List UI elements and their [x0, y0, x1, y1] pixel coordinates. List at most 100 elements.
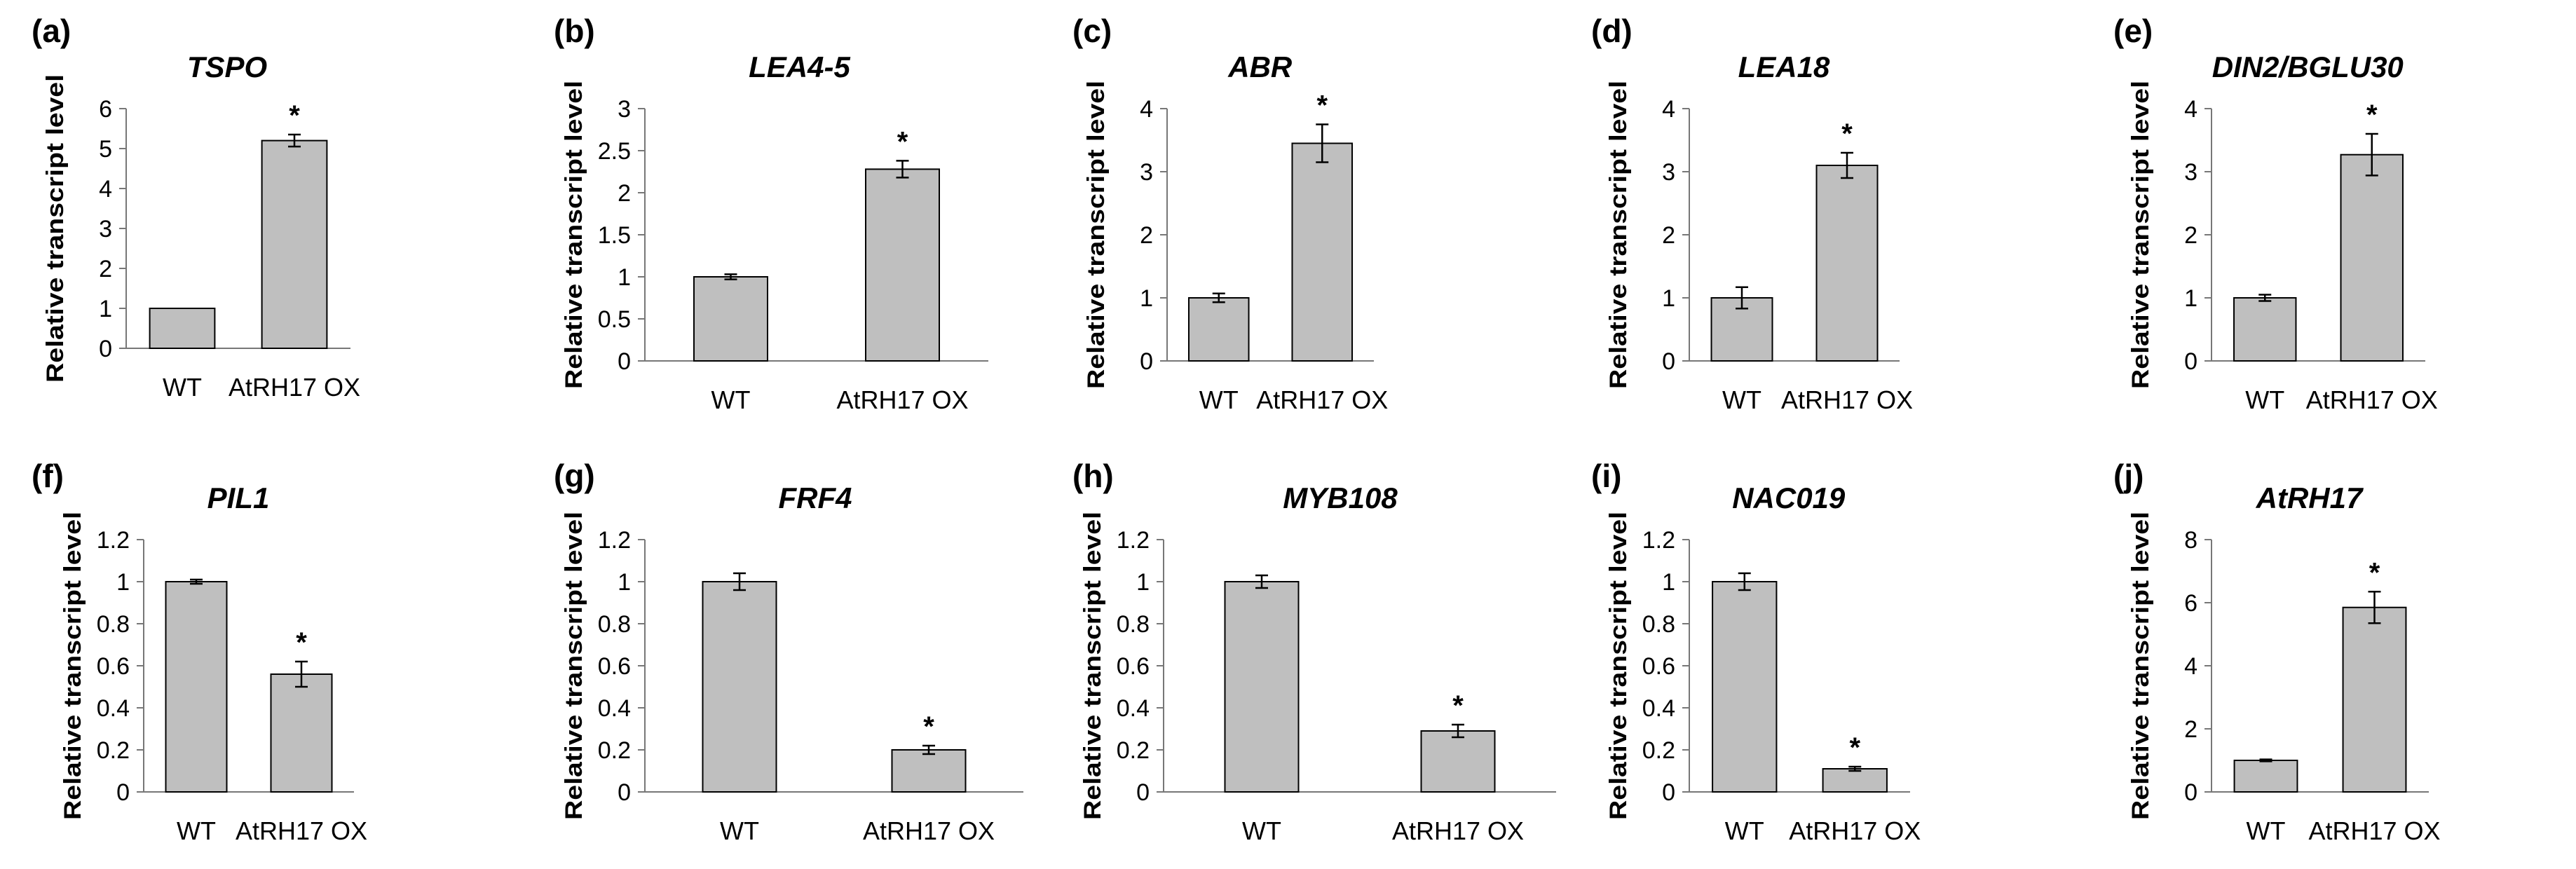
y-tick-label: 1.5: [598, 222, 631, 249]
panel-b: (b) LEA4-5 Relative transcript level 0 0.5 1 1…: [554, 13, 988, 414]
panel-e: (e) DIN2/BGLU30 Relative transcript level 0…: [2113, 13, 2438, 414]
x-tick-label: WT: [1242, 816, 1281, 845]
y-tick-label: 4: [2184, 653, 2197, 680]
y-tick-label: 0.6: [598, 653, 631, 680]
y-tick-label: 8: [2184, 527, 2197, 554]
y-axis-label: Relative transcript level: [60, 512, 86, 820]
y-tick-label: 1.2: [1642, 527, 1675, 554]
x-tick-label: AtRH17 OX: [2306, 385, 2438, 414]
y-tick-label: 0.4: [97, 695, 130, 722]
y-tick-label: 0: [1140, 348, 1153, 375]
y-tick-label: 1: [1662, 285, 1675, 312]
panel-i: (i) NAC019 Relative transcript level 0 0.2 0.…: [1591, 458, 1921, 845]
y-tick-label: 0: [99, 336, 112, 362]
x-tick-label: AtRH17 OX: [1789, 816, 1921, 845]
chart-title: LEA18: [1738, 50, 1830, 83]
y-tick-label: 0.2: [1642, 737, 1675, 764]
bar: [1224, 581, 1300, 793]
y-tick-label: 6: [2184, 590, 2197, 617]
y-tick-label: 4: [1140, 96, 1153, 123]
significance-star: *: [2366, 100, 2378, 130]
chart-title: PIL1: [207, 481, 270, 514]
y-tick-label: 0.8: [97, 611, 130, 638]
x-tick-label: WT: [720, 816, 759, 845]
x-tick-label: WT: [1722, 385, 1761, 414]
y-axis-label: Relative transcript level: [561, 512, 587, 820]
y-tick-label: 3: [2184, 159, 2197, 186]
y-tick-label: 3: [1662, 159, 1675, 186]
bar: [1291, 142, 1354, 362]
panel-label: (f): [32, 458, 64, 494]
significance-star: *: [897, 126, 908, 157]
y-tick-label: 0.5: [598, 306, 631, 333]
y-tick-label: 0.6: [97, 653, 130, 680]
panel-label: (j): [2113, 458, 2144, 494]
bar: [2340, 153, 2404, 362]
chart-title: FRF4: [779, 481, 852, 514]
significance-star: *: [1316, 90, 1328, 121]
y-tick-label: 1: [618, 264, 631, 291]
panel-a: (a) TSPO Relative transcript level 0 1 2 3 4 5 6 W…: [32, 13, 360, 402]
bar: [1822, 768, 1888, 793]
panel-label: (c): [1072, 13, 1112, 49]
panel-label: (h): [1072, 458, 1114, 494]
x-tick-label: AtRH17 OX: [1392, 816, 1524, 845]
y-tick-label: 1: [2184, 285, 2197, 312]
chart-title: ABR: [1227, 50, 1293, 83]
x-tick-label: WT: [1725, 816, 1764, 845]
y-tick-label: 2: [1662, 222, 1675, 249]
x-tick-label: WT: [711, 385, 751, 414]
x-tick-label: WT: [177, 816, 216, 845]
significance-star: *: [2369, 557, 2380, 588]
bar: [1712, 581, 1778, 793]
y-tick-label: 2: [2184, 716, 2197, 743]
bar: [270, 673, 333, 793]
y-axis-label: Relative transcript level: [2127, 81, 2154, 389]
x-tick-label: WT: [2247, 816, 2286, 845]
x-tick-label: WT: [1199, 385, 1239, 414]
y-tick-label: 1.2: [598, 527, 631, 554]
bar: [865, 168, 940, 362]
chart-title: MYB108: [1283, 481, 1398, 514]
y-tick-label: 0.2: [97, 737, 130, 764]
y-tick-label: 3: [99, 216, 112, 242]
x-tick-label: AtRH17 OX: [1256, 385, 1388, 414]
x-tick-label: WT: [2245, 385, 2284, 414]
significance-star: *: [1841, 118, 1853, 149]
bar: [1815, 165, 1879, 362]
chart-title: AtRH17: [2256, 481, 2364, 514]
y-tick-label: 0.4: [598, 695, 631, 722]
y-tick-label: 0.4: [1642, 695, 1675, 722]
y-tick-label: 1: [1136, 569, 1150, 596]
panel-label: (b): [554, 13, 595, 49]
panel-j: (j) AtRH17 Relative transcript level 0 2 4 6 8 W…: [2113, 458, 2441, 845]
significance-star: *: [289, 100, 300, 131]
y-axis-label: Relative transcript level: [42, 74, 69, 383]
significance-star: *: [923, 711, 934, 742]
y-tick-label: 4: [2184, 96, 2197, 123]
y-tick-label: 1.2: [97, 527, 130, 554]
y-axis-label: Relative transcript level: [2127, 512, 2154, 820]
y-tick-label: 0: [1136, 779, 1150, 806]
panel-label: (d): [1591, 13, 1633, 49]
y-tick-label: 0.4: [1117, 695, 1150, 722]
y-tick-label: 0.8: [1642, 611, 1675, 638]
y-tick-label: 1: [1140, 285, 1153, 312]
panel-label: (g): [554, 458, 595, 494]
y-axis-label: Relative transcript level: [1083, 81, 1110, 389]
bar: [1420, 730, 1496, 793]
bar: [2342, 606, 2407, 793]
y-tick-label: 0: [116, 779, 130, 806]
panel-c: (c) ABR Relative transcript level 0 1 2 3 4 WT * A…: [1072, 13, 1388, 414]
bar: [2233, 760, 2298, 793]
y-tick-label: 0: [2184, 348, 2197, 375]
x-tick-label: AtRH17 OX: [2308, 816, 2440, 845]
chart-title: DIN2/BGLU30: [2212, 50, 2404, 83]
panel-g: (g) FRF4 Relative transcript level 0 0.2 0.4 0…: [554, 458, 1023, 845]
panel-f: (f) PIL1 Relative transcript level 0 0.2 0.4 0…: [32, 458, 367, 845]
significance-star: *: [1849, 732, 1860, 763]
y-tick-label: 3: [618, 96, 631, 123]
y-tick-label: 0.6: [1117, 653, 1150, 680]
